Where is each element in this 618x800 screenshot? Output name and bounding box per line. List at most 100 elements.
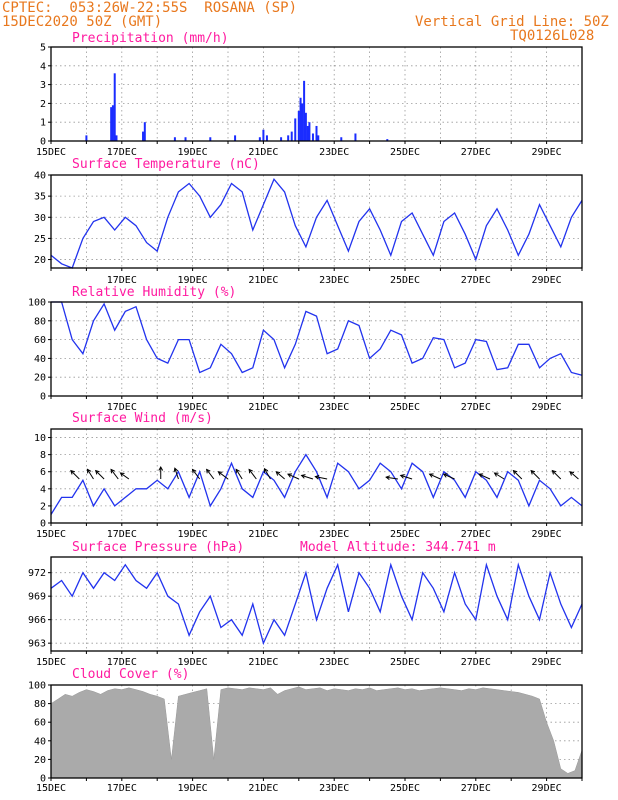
pressure-series-line [50,562,583,646]
precip-bar [173,137,176,141]
header-line1-right: Vertical Grid Line: 50Z [415,14,609,30]
wind-arrow-head [385,475,391,481]
y-tick-label: 100 [28,681,46,692]
x-tick-label: 15DEC [36,147,66,158]
y-tick-label: 0 [40,137,46,148]
precip-bar [386,139,389,141]
y-tick-label: 972 [28,568,46,579]
wind-arrow [206,469,215,480]
wind-arrow [429,473,441,480]
wind-arrow [478,473,491,480]
wind-arrow-head [428,473,434,478]
rh-title: Relative Humidity (%) [72,285,236,300]
wind-arrow [248,469,257,480]
x-tick-label: 21DEC [248,147,278,158]
wind-arrow-head [217,471,223,476]
x-tick-label: 19DEC [178,275,208,286]
x-tick-label: 19DEC [178,529,208,540]
y-tick-label: 30 [34,213,46,224]
wind-arrow [552,470,562,480]
precip-bar [311,133,314,141]
wind-arrow-head [478,473,484,478]
x-tick-label: 19DEC [178,402,208,413]
precip-bar [184,137,187,141]
pressure-subtitle: Model Altitude: 344.741 m [300,540,496,555]
wind-arrow-head [530,469,536,475]
y-tick-label: 2 [40,99,46,110]
wind-arrow-head [287,473,293,478]
rh-series-line [51,301,583,376]
x-tick-label: 29DEC [532,783,562,794]
wind-arrow [264,468,271,480]
y-tick-label: 80 [34,316,46,327]
wind-arrow [443,473,455,480]
x-tick-label: 27DEC [461,529,491,540]
panel-frame [50,301,583,397]
panel-frame [50,684,583,779]
header-line2-right: TQ0126L028 [510,28,595,44]
wind-arrow-head [399,474,405,479]
precip-bar [142,131,145,141]
y-tick-label: 25 [34,234,46,245]
precip-bar [111,105,114,141]
precip-bar [85,135,88,141]
precip-bar [115,135,118,141]
x-tick-label: 15DEC [36,529,66,540]
wind-arrow [218,471,229,480]
wind-series-line [50,453,583,515]
y-tick-label: 60 [34,718,46,729]
x-tick-label: 17DEC [107,402,137,413]
x-tick-label: 23DEC [319,657,349,668]
y-tick-label: 20 [34,255,46,266]
x-tick-label: 27DEC [461,147,491,158]
x-tick-label: 21DEC [248,529,278,540]
wind-arrow [235,469,243,480]
wind-arrow [174,468,179,480]
temp-title: Surface Temperature (nC) [72,157,260,172]
precip-bar [234,135,237,141]
precip-bar [354,133,357,141]
y-tick-label: 10 [34,433,46,444]
wind-arrow [95,470,105,480]
y-tick-label: 4 [40,61,46,72]
wind-arrow-head [300,474,306,479]
x-tick-label: 25DEC [390,657,420,668]
y-tick-label: 80 [34,699,46,710]
x-tick-label: 15DEC [36,783,66,794]
wind-arrow-head [442,473,448,478]
precip-bar [317,135,320,141]
x-tick-label: 17DEC [107,147,137,158]
precip-bar [290,131,293,141]
wind-arrow [315,476,328,480]
panel-frame [50,428,583,524]
wind-arrow-head [158,465,164,471]
x-tick-label: 25DEC [390,529,420,540]
wind-arrow-head [119,472,125,477]
y-tick-label: 6 [40,467,46,478]
x-tick-label: 23DEC [319,529,349,540]
panel-frame [50,556,583,652]
wind-arrow-head [551,469,557,475]
precip-title: Precipitation (mm/h) [72,31,229,46]
x-tick-label: 29DEC [532,147,562,158]
x-tick-label: 27DEC [461,783,491,794]
wind-arrow-head [94,469,100,475]
y-tick-label: 40 [34,171,46,182]
precip-bar [303,80,306,141]
x-tick-label: 29DEC [532,275,562,286]
precip-bar [294,118,297,141]
y-tick-label: 963 [28,639,46,650]
x-tick-label: 23DEC [319,147,349,158]
y-tick-label: 3 [40,80,46,91]
x-tick-label: 21DEC [248,402,278,413]
precip-bar [287,135,290,141]
wind-arrow [494,472,505,480]
wind-arrow [287,473,300,480]
y-tick-label: 40 [34,736,46,747]
wind-arrow [530,470,540,480]
precip-bar [209,137,212,141]
y-tick-label: 969 [28,592,46,603]
x-tick-label: 23DEC [319,783,349,794]
x-tick-label: 17DEC [107,657,137,668]
wind-arrow-head [512,469,518,475]
